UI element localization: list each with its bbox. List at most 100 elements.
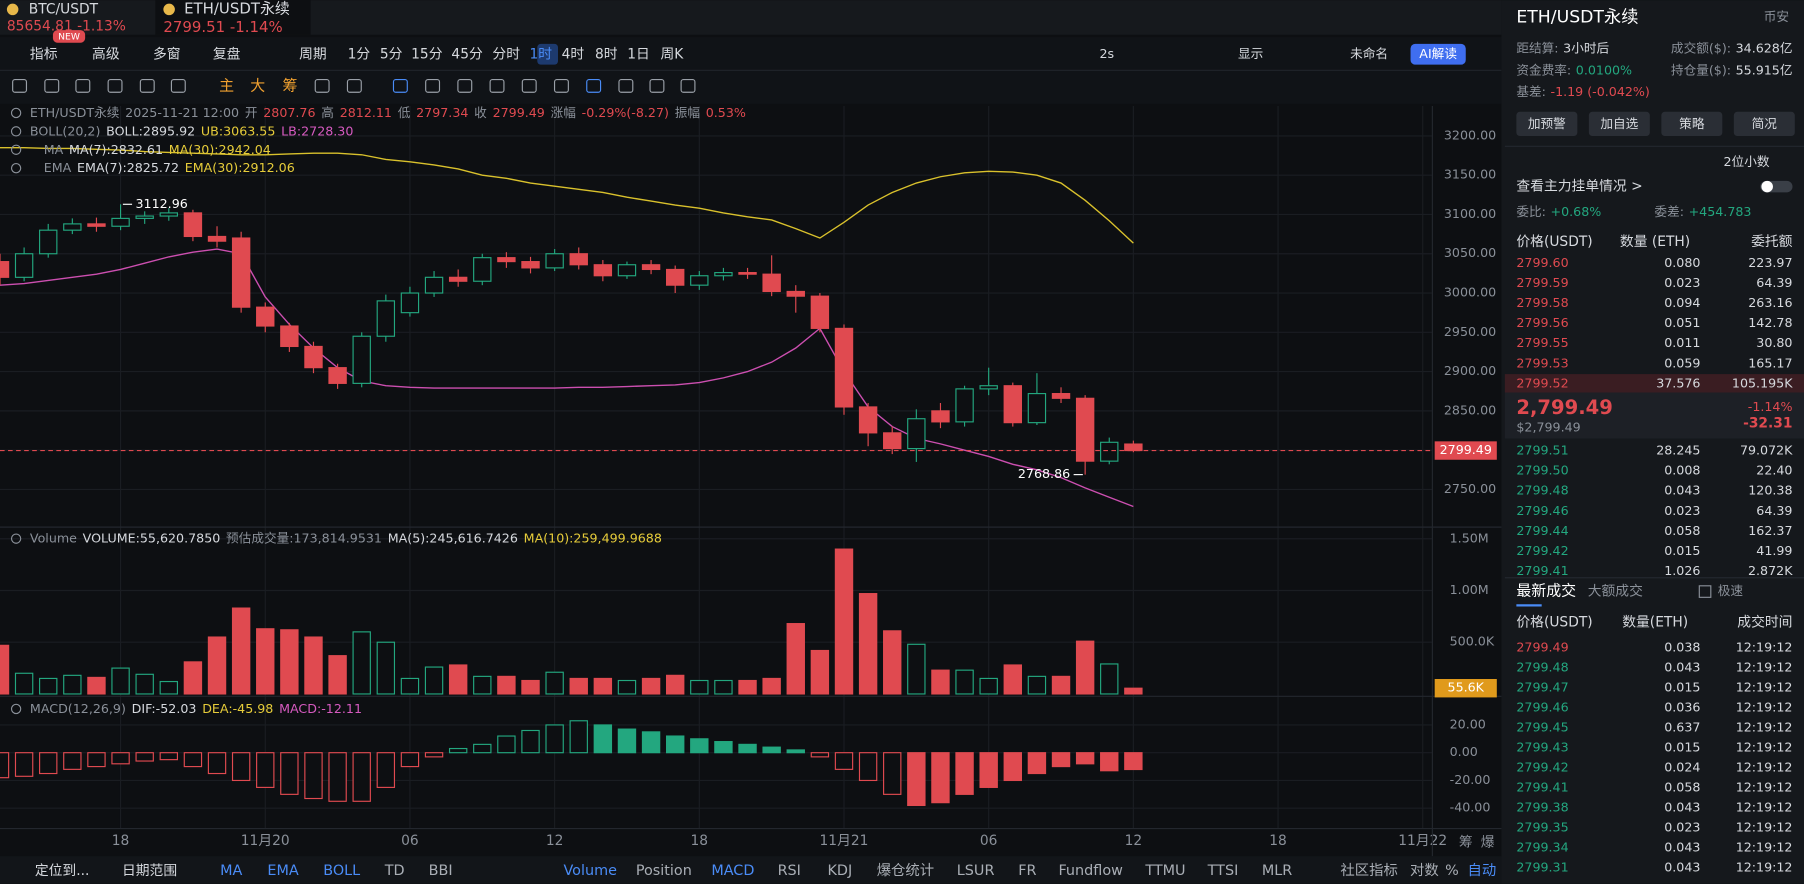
tool-icon[interactable]: [649, 79, 665, 93]
button-label[interactable]: 简况: [1752, 116, 1778, 131]
tool-icon[interactable]: [346, 79, 362, 93]
ai-button[interactable]: [1410, 43, 1466, 65]
tab[interactable]: 最新成交: [1516, 582, 1576, 600]
legend-item: 振幅: [675, 104, 701, 119]
bottom-item[interactable]: %: [1445, 863, 1459, 879]
bottom-item[interactable]: MLR: [1262, 863, 1292, 879]
tool-icon[interactable]: [521, 79, 537, 93]
label[interactable]: ETH/USDT永续: [184, 0, 290, 17]
candle-body: [473, 257, 492, 282]
bottom-item[interactable]: BOLL: [323, 863, 360, 879]
period-active[interactable]: [537, 43, 558, 65]
tool-icon[interactable]: [44, 79, 60, 93]
bottom-item[interactable]: MA: [220, 863, 242, 879]
tool-icon[interactable]: [680, 79, 696, 93]
tool-icon[interactable]: [75, 79, 91, 93]
toolbar-item[interactable]: 多窗: [153, 45, 181, 62]
toolbar-item[interactable]: 未命名: [1350, 46, 1388, 61]
panel-button[interactable]: [1588, 111, 1650, 136]
bottom-item[interactable]: Fundflow: [1058, 863, 1123, 879]
toolbar-item[interactable]: 2s: [1099, 46, 1114, 61]
trade-cell: 2799.35: [1516, 820, 1568, 835]
toolbar-item[interactable]: 复盘: [213, 45, 241, 62]
panel-button[interactable]: [1661, 111, 1723, 136]
bottom-item[interactable]: Volume: [563, 863, 617, 879]
tool[interactable]: 大: [250, 76, 265, 94]
bottom-item[interactable]: RSI: [778, 863, 801, 879]
candle-body: [448, 276, 468, 282]
tool-icon[interactable]: [618, 79, 634, 93]
bottom-item[interactable]: 社区指标: [1340, 862, 1398, 879]
bottom-item[interactable]: TD: [384, 863, 405, 879]
candle-body: [376, 300, 396, 337]
bid-cell: 0.043: [1664, 483, 1700, 498]
macd-bar: [955, 752, 974, 795]
tool-icon[interactable]: [314, 79, 330, 93]
candle-body: [883, 432, 902, 450]
toolbar-item[interactable]: 高级: [92, 45, 120, 62]
tool[interactable]: 主: [219, 76, 234, 94]
tool-icon[interactable]: [107, 79, 123, 93]
tool-icon[interactable]: [553, 79, 569, 93]
bottom-item[interactable]: 定位到...: [35, 863, 90, 879]
bottom-item[interactable]: Position: [636, 863, 692, 879]
toolbar-item[interactable]: 8时: [595, 46, 618, 62]
tool-icon[interactable]: [12, 79, 28, 93]
tool-icon[interactable]: [457, 79, 473, 93]
checkbox[interactable]: [1698, 585, 1712, 598]
tool-icon[interactable]: [425, 79, 441, 93]
volume-bar: [834, 548, 854, 695]
active-tab[interactable]: [155, 0, 311, 35]
bottom-item[interactable]: BBI: [429, 863, 453, 879]
toolbar-item[interactable]: 15分: [411, 46, 443, 62]
button-label[interactable]: 加自选: [1600, 116, 1638, 131]
toolbar-item[interactable]: 1日: [627, 46, 650, 62]
toolbar-item[interactable]: 1分: [348, 46, 371, 62]
bottom-item[interactable]: LSUR: [957, 863, 995, 879]
tool[interactable]: 筹: [282, 76, 297, 94]
tool-icon[interactable]: [392, 79, 408, 93]
label[interactable]: 2位小数: [1724, 154, 1770, 169]
candle-body: [834, 327, 854, 408]
tool-icon[interactable]: [170, 79, 186, 93]
bottom-item[interactable]: KDJ: [827, 863, 852, 879]
toolbar-item[interactable]: 5分: [380, 46, 403, 62]
label[interactable]: 查看主力挂单情况 >: [1516, 179, 1642, 195]
bottom-item[interactable]: 日期范围: [122, 862, 177, 879]
toolbar-item[interactable]: 指标: [30, 46, 58, 62]
button-label[interactable]: 加预警: [1528, 116, 1566, 131]
bottom-item[interactable]: MACD: [711, 863, 754, 879]
button-label[interactable]: 策略: [1679, 116, 1705, 131]
macd-bar: [1003, 752, 1023, 782]
toolbar-item[interactable]: 1时: [529, 46, 552, 62]
legend-item: MA(5):245,616.7426: [388, 530, 518, 545]
toolbar-item[interactable]: 周K: [660, 46, 684, 62]
bottom-item[interactable]: 爆仓统计: [877, 862, 935, 879]
toolbar-item[interactable]: AI解读: [1419, 46, 1457, 61]
toolbar-item[interactable]: 显示: [1238, 46, 1263, 61]
trade-cell: 2799.43: [1516, 740, 1568, 755]
toolbar-item[interactable]: 4时: [562, 46, 585, 62]
column-header: 数量(ETH): [1622, 615, 1688, 631]
toolbar-item[interactable]: 分时: [492, 46, 520, 62]
toolbar-item[interactable]: 周期: [299, 46, 327, 62]
bottom-item[interactable]: 对数: [1410, 862, 1439, 879]
ask-cell: 64.39: [1756, 275, 1792, 290]
tab[interactable]: 大额成交: [1588, 583, 1643, 600]
bottom-item[interactable]: TTMU: [1144, 863, 1185, 879]
toolbar-item[interactable]: 45分: [451, 46, 483, 62]
bottom-item[interactable]: TTSI: [1207, 863, 1239, 879]
ask-cell: 263.16: [1748, 295, 1792, 310]
panel-button[interactable]: [1516, 111, 1578, 136]
tool-icon[interactable]: [489, 79, 505, 93]
volume-bar: [521, 679, 540, 695]
bottom-item[interactable]: FR: [1018, 863, 1036, 879]
macd-bar: [183, 752, 203, 768]
tool-icon[interactable]: [139, 79, 155, 93]
panel-button[interactable]: [1733, 111, 1795, 136]
bottom-item[interactable]: 自动: [1467, 862, 1496, 879]
tool-icon[interactable]: [586, 79, 602, 93]
bottom-item[interactable]: EMA: [267, 863, 298, 879]
